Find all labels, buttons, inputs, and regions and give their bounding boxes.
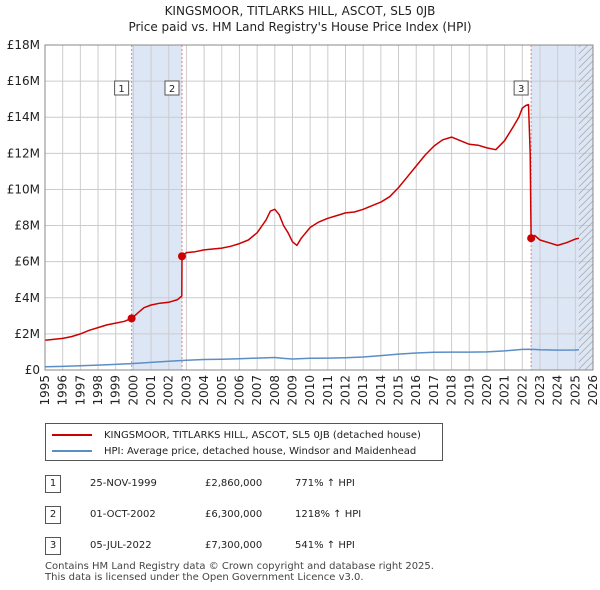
sale-hpi-change: 1218% ↑ HPI <box>295 509 362 520</box>
x-tick-label: 2008 <box>268 375 282 406</box>
hatch-line <box>578 200 594 216</box>
y-tick-label: £10M <box>7 182 40 196</box>
legend: KINGSMOOR, TITLARKS HILL, ASCOT, SL5 0JB… <box>45 423 443 461</box>
footer-copyright: Contains HM Land Registry data © Crown c… <box>45 561 434 572</box>
hatched-forecast-region <box>179 45 594 370</box>
x-tick-label: 1998 <box>91 375 105 406</box>
sale-label-box <box>114 80 130 96</box>
sale-label: 1 <box>118 84 124 95</box>
x-tick-label: 2015 <box>392 375 406 406</box>
sale-price: £2,860,000 <box>205 478 263 489</box>
x-tick-label: 2017 <box>427 375 441 406</box>
hatch-line <box>228 45 553 370</box>
x-tick-label: 2010 <box>303 375 317 406</box>
x-tick-label: 2018 <box>445 375 459 406</box>
x-tick-label: 2006 <box>232 375 246 406</box>
sale-point <box>527 234 536 243</box>
x-tick-label: 1996 <box>56 375 70 406</box>
sale-row: 1 25-NOV-1999 £2,860,000 771% ↑ HPI <box>45 475 445 495</box>
sale-row: 2 01-OCT-2002 £6,300,000 1218% ↑ HPI <box>45 506 445 526</box>
y-tick-label: £0 <box>25 363 40 377</box>
sale-number: 2 <box>45 506 61 524</box>
y-tick-label: £14M <box>7 110 40 124</box>
y-tick-label: £2M <box>14 327 40 341</box>
x-tick-label: 2014 <box>374 375 388 406</box>
sale-label: 3 <box>518 84 524 95</box>
legend-item-price: KINGSMOOR, TITLARKS HILL, ASCOT, SL5 0JB… <box>52 427 421 443</box>
x-tick-label: 2023 <box>533 375 547 406</box>
legend-hpi-label: HPI: Average price, detached house, Wind… <box>104 445 417 457</box>
x-tick-label: 2005 <box>215 375 229 406</box>
sale-label-box <box>513 80 529 96</box>
hatch-line <box>578 305 594 321</box>
x-tick-label: 2026 <box>586 375 600 406</box>
chart-title: KINGSMOOR, TITLARKS HILL, ASCOT, SL5 0JB <box>164 4 436 18</box>
sale-point <box>127 314 136 323</box>
hatch-line <box>221 45 546 370</box>
x-tick-label: 1995 <box>38 375 52 406</box>
hatch-line <box>179 45 504 370</box>
x-tick-label: 2003 <box>179 375 193 406</box>
footer-licence: This data is licensed under the Open Gov… <box>45 572 364 583</box>
hatch-line <box>235 45 560 370</box>
hatch-line <box>578 193 594 209</box>
hatch-line <box>578 95 594 111</box>
y-tick-label: £18M <box>7 38 40 52</box>
price-paid-line <box>44 103 580 341</box>
sale-row: 3 05-JUL-2022 £7,300,000 541% ↑ HPI <box>45 537 445 557</box>
x-tick-label: 2002 <box>162 375 176 406</box>
legend-price-label: KINGSMOOR, TITLARKS HILL, ASCOT, SL5 0JB… <box>104 429 421 441</box>
sale-date: 25-NOV-1999 <box>90 478 157 489</box>
footer: Contains HM Land Registry data © Crown c… <box>45 561 434 583</box>
y-tick-label: £8M <box>14 219 40 233</box>
legend-price-swatch <box>52 434 92 436</box>
legend-hpi-swatch <box>52 450 92 452</box>
x-tick-label: 2016 <box>409 375 423 406</box>
y-tick-label: £16M <box>7 74 40 88</box>
sale-number: 1 <box>45 475 61 493</box>
hpi-line <box>44 348 579 368</box>
x-tick-label: 2019 <box>462 375 476 406</box>
sale-date: 01-OCT-2002 <box>90 509 156 520</box>
y-tick-label: £4M <box>14 291 40 305</box>
x-tick-label: 2011 <box>321 375 335 406</box>
x-tick-label: 2004 <box>197 375 211 406</box>
sale-label-box <box>164 80 180 96</box>
chart-subtitle: Price paid vs. HM Land Registry's House … <box>128 20 472 34</box>
hatch-line <box>214 45 539 370</box>
x-tick-label: 2025 <box>568 375 582 406</box>
hatch-line <box>578 88 594 104</box>
sale-point <box>178 252 186 261</box>
x-tick-label: 2020 <box>480 375 494 406</box>
x-tick-label: 1999 <box>109 375 123 406</box>
hatch-line <box>186 45 511 370</box>
x-tick-label: 2021 <box>498 375 512 406</box>
x-tick-label: 2022 <box>515 375 529 406</box>
sale-date: 05-JUL-2022 <box>90 540 152 551</box>
plot-frame <box>44 44 594 371</box>
x-tick-label: 2013 <box>356 375 370 406</box>
sale-price: £7,300,000 <box>205 540 263 551</box>
price-chart: 1 2 3 £0 £2M £4M £6M £8M £10M £12M £14M £16M £18M 19… <box>7 38 600 406</box>
legend-item-hpi: HPI: Average price, detached house, Wind… <box>52 443 416 459</box>
x-tick-label: 2012 <box>339 375 353 406</box>
sale-label: 2 <box>169 84 175 95</box>
shaded-span <box>131 45 182 370</box>
x-tick-label: 2007 <box>250 375 264 406</box>
sale-hpi-change: 771% ↑ HPI <box>295 478 355 489</box>
sale-hpi-change: 541% ↑ HPI <box>295 540 355 551</box>
x-tick-label: 1997 <box>73 375 87 406</box>
hatch-line <box>200 45 525 370</box>
x-tick-label: 2024 <box>551 375 565 406</box>
x-tick-label: 2001 <box>144 375 158 406</box>
x-tick-label: 2000 <box>126 375 140 406</box>
y-tick-label: £6M <box>14 255 40 269</box>
y-tick-label: £12M <box>7 146 40 160</box>
x-tick-label: 2009 <box>285 375 299 406</box>
sale-number: 3 <box>45 537 61 555</box>
sale-price: £6,300,000 <box>205 509 263 520</box>
hatch-line <box>578 312 594 328</box>
